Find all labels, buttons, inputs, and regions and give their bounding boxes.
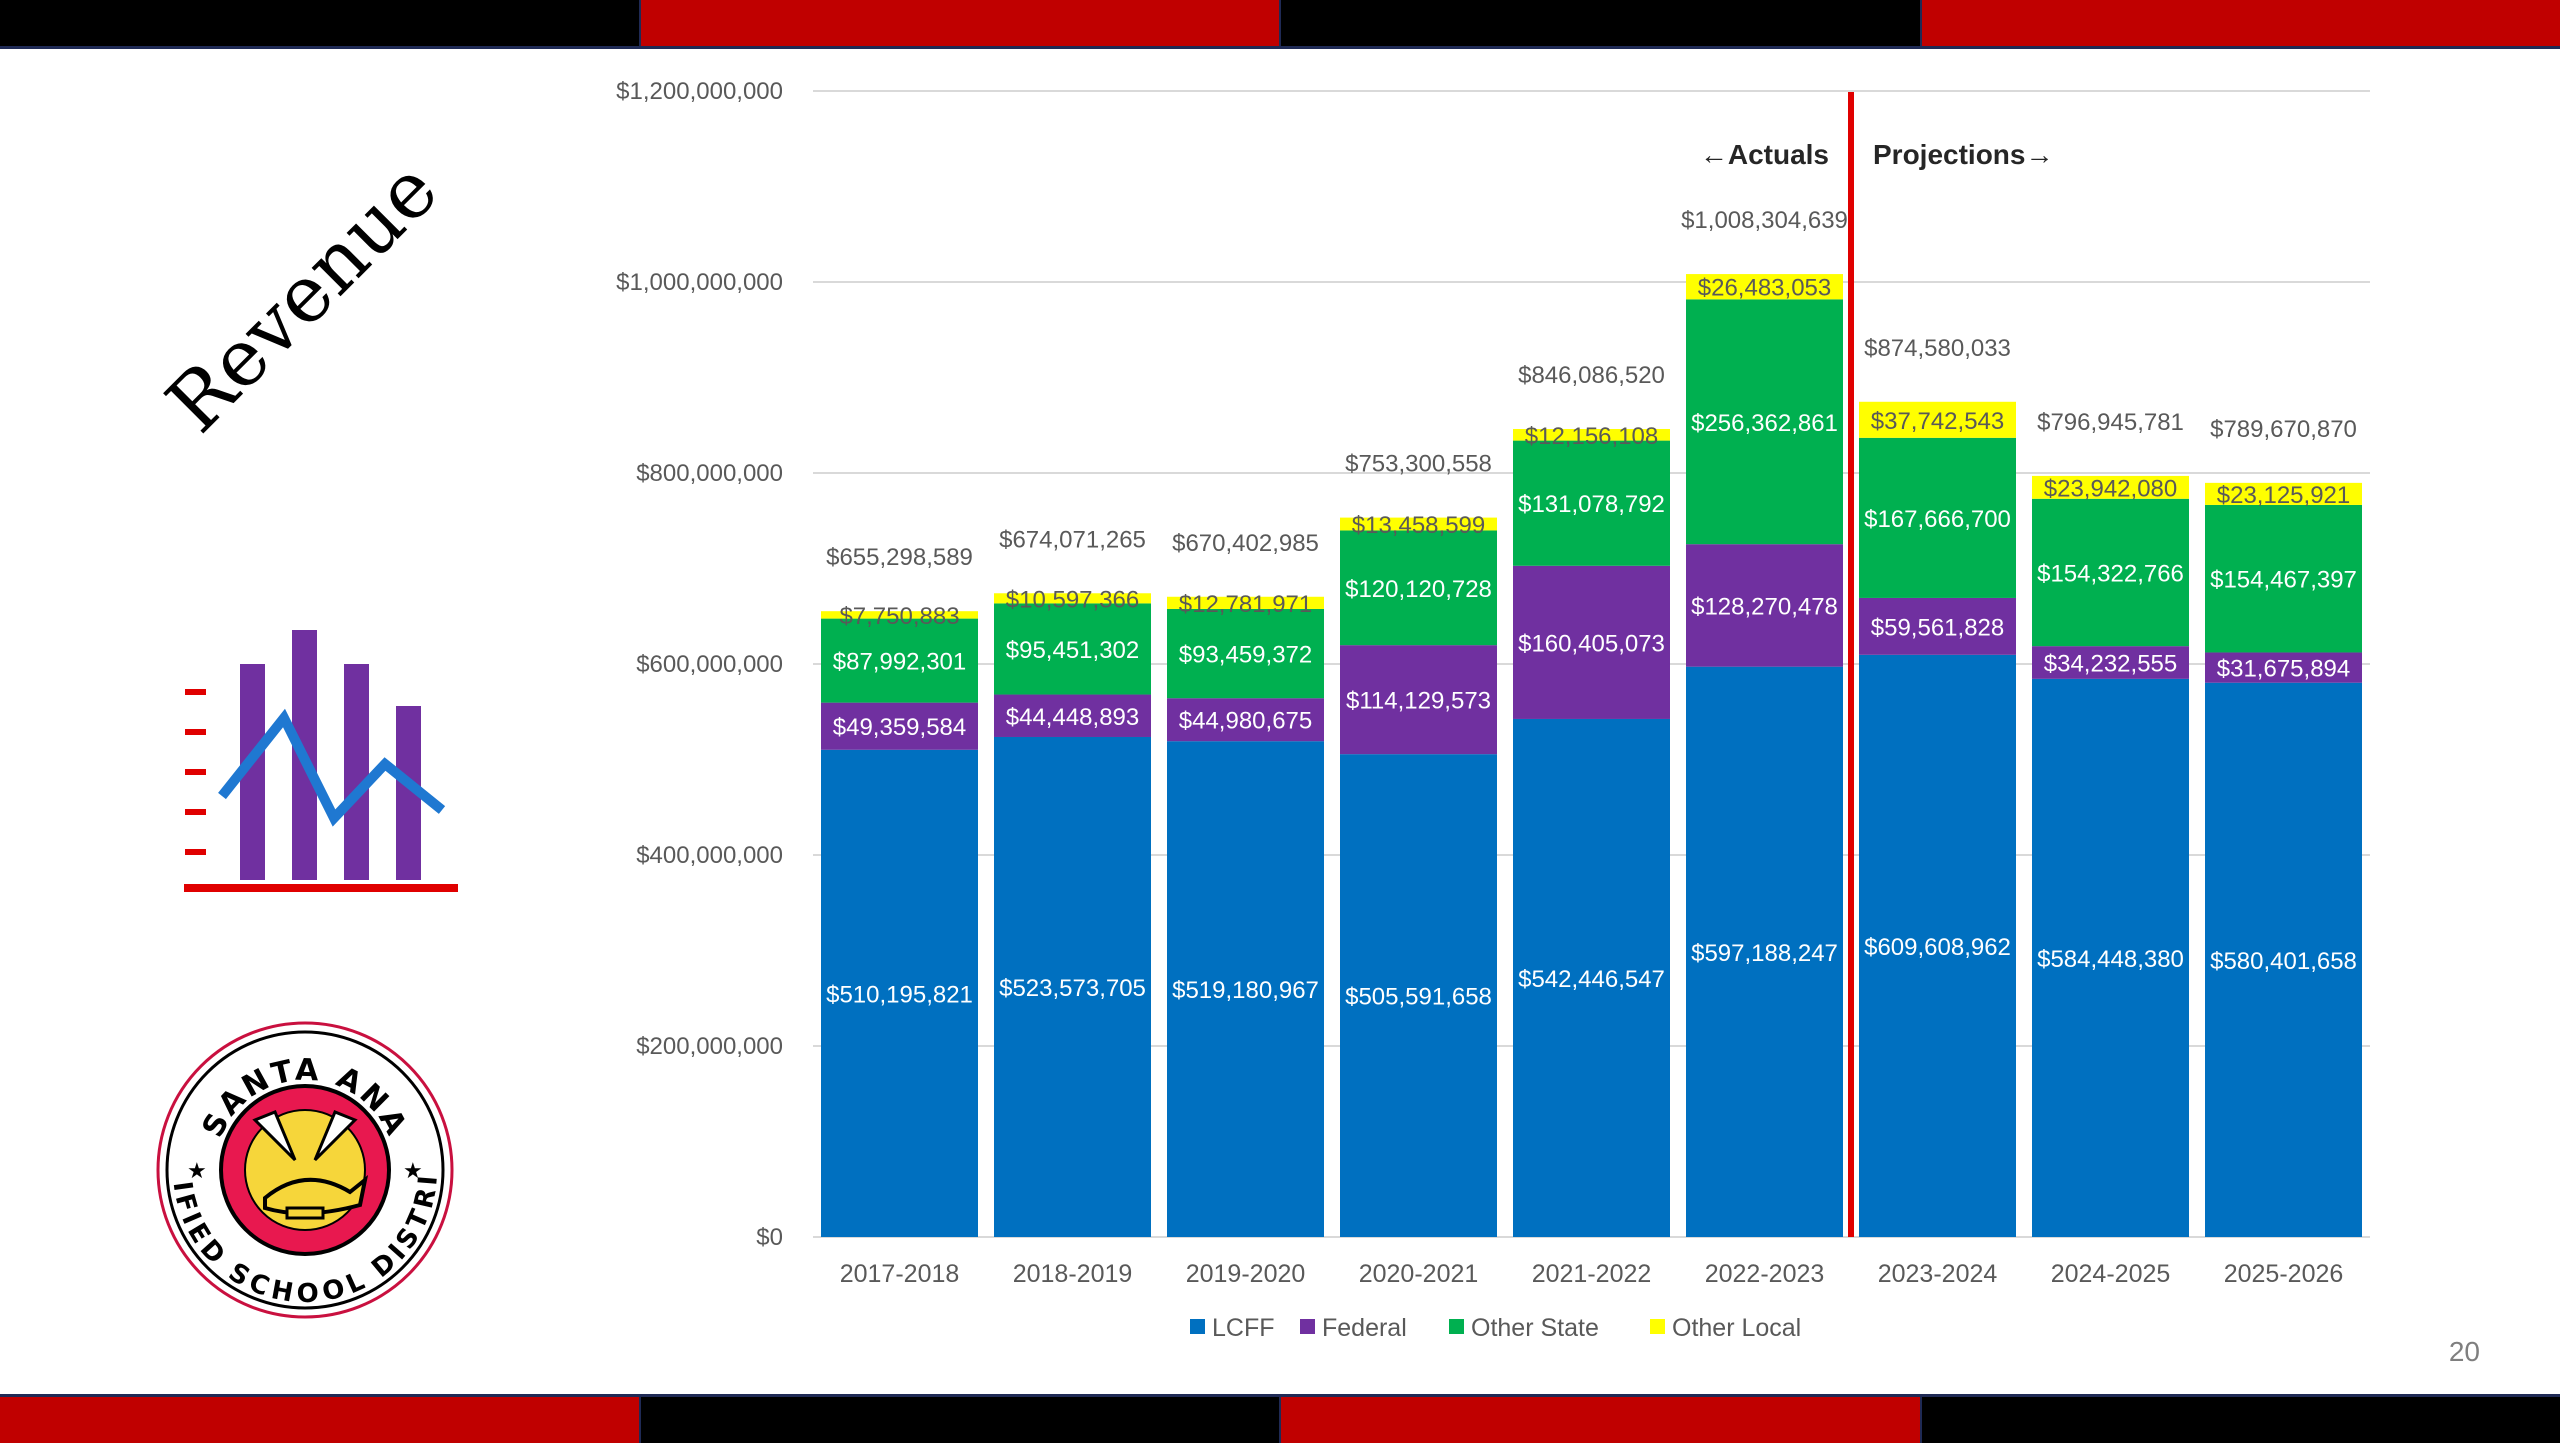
- data-label: $12,781,971: [1179, 591, 1312, 618]
- data-label: $49,359,584: [833, 714, 966, 741]
- district-seal-logo: SANTA ANA UNIFIED SCHOOL DISTRICT ★ ★: [155, 1020, 455, 1320]
- band-segment: [1279, 1397, 1920, 1443]
- data-label: $31,675,894: [2217, 656, 2350, 683]
- legend-swatch: [1300, 1319, 1315, 1334]
- y-tick-label: $600,000,000: [636, 651, 783, 678]
- data-label: $44,980,675: [1179, 708, 1312, 735]
- band-segment: [0, 1397, 639, 1443]
- band-segment: [639, 1397, 1280, 1443]
- y-tick-label: $400,000,000: [636, 842, 783, 869]
- legend-swatch: [1449, 1319, 1464, 1334]
- y-tick-label: $200,000,000: [636, 1033, 783, 1060]
- total-label: $655,298,589: [826, 544, 973, 571]
- data-label: $26,483,053: [1698, 275, 1831, 302]
- x-tick-label: 2020-2021: [1359, 1260, 1479, 1288]
- x-tick-label: 2024-2025: [2051, 1260, 2171, 1288]
- y-tick-label: $1,000,000,000: [616, 269, 783, 296]
- total-label: $1,008,304,639: [1681, 207, 1848, 234]
- data-label: $580,401,658: [2210, 948, 2357, 975]
- data-label: $609,608,962: [1864, 934, 2011, 961]
- total-label: $846,086,520: [1518, 362, 1665, 389]
- total-label: $753,300,558: [1345, 451, 1492, 478]
- data-label: $131,078,792: [1518, 491, 1665, 518]
- slide-title: Revenue: [150, 160, 440, 450]
- revenue-stacked-bar-chart: $0 $200,000,000 $400,000,000 $600,000,000 $8…: [560, 60, 2400, 1380]
- data-label: $154,467,397: [2210, 567, 2357, 594]
- total-label: $789,670,870: [2210, 416, 2357, 443]
- y-tick-label: $0: [756, 1224, 783, 1251]
- projections-label: Projections→: [1873, 139, 2053, 170]
- seal-star-left: ★: [187, 1158, 207, 1183]
- actuals-label: ←Actuals: [1700, 139, 1829, 170]
- data-label: $59,561,828: [1871, 614, 2004, 641]
- legend-label: Federal: [1322, 1314, 1407, 1342]
- x-tick-label: 2018-2019: [1013, 1260, 1133, 1288]
- x-tick-label: 2017-2018: [840, 1260, 960, 1288]
- total-label: $874,580,033: [1864, 335, 2011, 362]
- legend-swatch: [1650, 1319, 1665, 1334]
- data-label: $23,942,080: [2044, 475, 2177, 502]
- data-label: $256,362,861: [1691, 410, 1838, 437]
- data-label: $44,448,893: [1006, 704, 1139, 731]
- data-label: $12,156,108: [1525, 423, 1658, 450]
- data-label: $505,591,658: [1345, 984, 1492, 1011]
- band-segment: [0, 0, 639, 46]
- data-label: $23,125,921: [2217, 482, 2350, 509]
- band-segment: [1920, 0, 2560, 46]
- tick-marks: [185, 692, 206, 852]
- data-label: $542,446,547: [1518, 966, 1665, 993]
- data-label: $584,448,380: [2037, 946, 2184, 973]
- total-label: $796,945,781: [2037, 409, 2184, 436]
- page-number: 20: [2420, 1336, 2480, 1368]
- band-segment: [1279, 0, 1920, 46]
- data-label: $95,451,302: [1006, 637, 1139, 664]
- data-label: $160,405,073: [1518, 630, 1665, 657]
- bottom-color-band: [0, 1394, 2560, 1443]
- legend-swatch: [1190, 1319, 1205, 1334]
- top-color-band: [0, 0, 2560, 49]
- data-label: $167,666,700: [1864, 506, 2011, 533]
- data-label: $34,232,555: [2044, 651, 2177, 678]
- data-label: $87,992,301: [833, 649, 966, 676]
- data-label: $523,573,705: [999, 975, 1146, 1002]
- legend-label: Other Local: [1672, 1314, 1801, 1342]
- legend-label: LCFF: [1212, 1314, 1275, 1342]
- data-label: $37,742,543: [1871, 408, 2004, 435]
- bar-line-chart-icon: [180, 620, 470, 900]
- seal-star-right: ★: [403, 1158, 423, 1183]
- data-label: $154,322,766: [2037, 560, 2184, 587]
- legend-label: Other State: [1471, 1314, 1599, 1342]
- band-segment: [1920, 1397, 2560, 1443]
- data-label: $597,188,247: [1691, 940, 1838, 967]
- data-label: $519,180,967: [1172, 977, 1319, 1004]
- data-label: $510,195,821: [826, 981, 973, 1008]
- x-tick-label: 2021-2022: [1532, 1260, 1652, 1288]
- y-tick-label: $800,000,000: [636, 460, 783, 487]
- data-label: $128,270,478: [1691, 593, 1838, 620]
- data-label: $13,458,599: [1352, 512, 1485, 539]
- icon-bars: [240, 630, 421, 880]
- total-label: $674,071,265: [999, 526, 1146, 553]
- data-label: $93,459,372: [1179, 642, 1312, 669]
- y-tick-label: $1,200,000,000: [616, 78, 783, 105]
- band-segment: [639, 0, 1280, 46]
- data-label: $120,120,728: [1345, 576, 1492, 603]
- x-tick-label: 2019-2020: [1186, 1260, 1306, 1288]
- data-label: $7,750,883: [839, 603, 959, 630]
- x-tick-label: 2023-2024: [1878, 1260, 1998, 1288]
- x-tick-label: 2022-2023: [1705, 1260, 1825, 1288]
- data-label: $114,129,573: [1346, 688, 1491, 715]
- data-label: $10,597,366: [1006, 586, 1139, 613]
- x-tick-label: 2025-2026: [2224, 1260, 2344, 1288]
- total-label: $670,402,985: [1172, 530, 1319, 557]
